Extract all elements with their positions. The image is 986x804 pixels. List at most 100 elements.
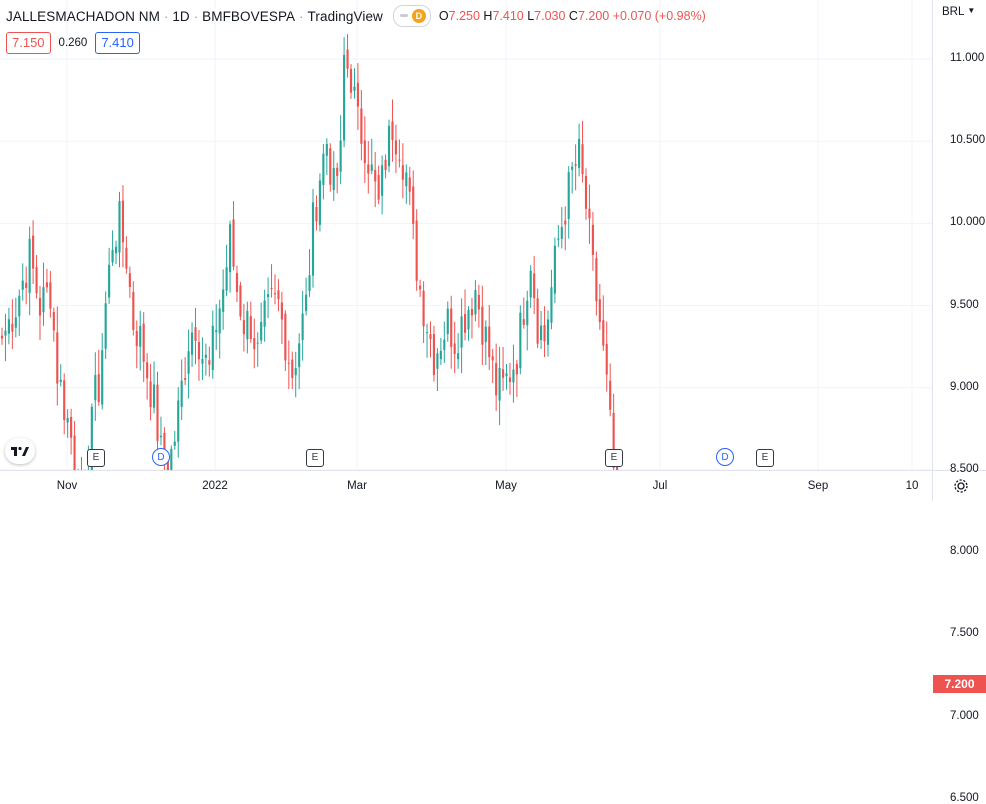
delayed-data-icon: D: [411, 9, 426, 23]
y-tick-label: 7.500: [950, 627, 979, 640]
currency-selector[interactable]: BRL ▼: [942, 6, 975, 18]
candle: [481, 306, 484, 345]
market-status-badge[interactable]: D: [392, 5, 431, 27]
high-value: 7.410: [492, 9, 524, 23]
candle: [14, 317, 17, 328]
grip-icon: [399, 14, 408, 17]
candle: [384, 159, 387, 171]
y-tick-label: 8.000: [950, 545, 979, 558]
earnings-marker[interactable]: E: [306, 449, 324, 467]
candle: [526, 300, 529, 326]
chevron-down-icon: ▼: [967, 6, 976, 15]
earnings-marker[interactable]: E: [605, 449, 623, 467]
dividend-marker[interactable]: D: [152, 448, 170, 466]
candlestick-chart[interactable]: [0, 0, 932, 470]
symbol-name[interactable]: JALLESMACHADON NM: [6, 8, 160, 24]
candle: [56, 332, 59, 384]
candle: [322, 153, 325, 185]
candle: [546, 319, 550, 345]
settings-corner[interactable]: [932, 470, 986, 501]
quote-row: 7.150 0.260 7.410: [6, 32, 140, 54]
candle: [173, 441, 176, 446]
legend-separator: ·: [299, 8, 304, 24]
candle: [457, 353, 460, 360]
earnings-marker[interactable]: E: [756, 449, 774, 467]
candle: [515, 363, 518, 375]
time-axis[interactable]: [0, 470, 932, 501]
candle: [419, 285, 422, 290]
candle: [429, 334, 432, 340]
candle: [616, 464, 619, 470]
candle: [609, 380, 612, 410]
candle: [488, 326, 491, 358]
candle: [467, 310, 470, 330]
dividend-marker[interactable]: D: [716, 448, 734, 466]
candle: [398, 159, 401, 161]
candle: [94, 375, 97, 401]
y-tick-label: 10.000: [950, 216, 986, 229]
candle: [356, 82, 359, 107]
candle: [66, 417, 69, 423]
x-tick-label: 10: [905, 480, 919, 492]
candle: [370, 164, 373, 171]
candle: [536, 298, 539, 344]
candle: [367, 164, 370, 174]
buy-price-button[interactable]: 7.410: [95, 32, 140, 54]
candle: [346, 49, 349, 69]
candle: [394, 140, 398, 155]
candle: [280, 302, 283, 320]
price-axis[interactable]: [932, 0, 986, 470]
candle: [132, 292, 135, 330]
x-tick-label: 2022: [202, 480, 228, 492]
candle: [204, 354, 207, 358]
tradingview-logo[interactable]: [5, 438, 35, 464]
y-tick-label: 7.000: [950, 709, 979, 722]
candle: [125, 247, 128, 269]
candle: [301, 313, 304, 341]
candle: [588, 208, 591, 219]
candle: [363, 140, 366, 164]
candle: [567, 172, 570, 219]
candle: [246, 310, 249, 340]
candle: [543, 325, 546, 342]
candle: [498, 367, 501, 401]
candle: [121, 200, 125, 243]
high-label: H: [483, 9, 493, 23]
candle: [21, 280, 24, 290]
candle: [443, 339, 446, 350]
candle: [463, 314, 467, 333]
tradingview-logo-icon: [11, 446, 29, 456]
candle: [235, 273, 239, 292]
candle: [360, 108, 363, 144]
candle: [460, 316, 463, 348]
candle: [412, 186, 415, 225]
y-tick-label: 11.000: [950, 52, 985, 64]
candle: [146, 362, 149, 379]
candle: [470, 308, 474, 316]
candle: [508, 377, 512, 383]
candle: [512, 369, 515, 383]
candle: [194, 327, 197, 341]
candle: [118, 201, 121, 253]
earnings-marker[interactable]: E: [87, 449, 105, 467]
candle: [38, 297, 42, 316]
candle: [28, 238, 31, 293]
candle: [308, 275, 311, 291]
candle: [104, 303, 107, 349]
candle: [42, 287, 45, 313]
candle: [35, 267, 38, 294]
candle: [11, 323, 14, 332]
candle: [591, 224, 594, 255]
candle: [184, 378, 187, 380]
candle: [32, 235, 35, 269]
candle: [311, 202, 315, 276]
candle: [574, 164, 577, 166]
interval-label[interactable]: 1D: [172, 8, 190, 24]
chart-plot-area[interactable]: [0, 0, 932, 470]
candle: [381, 165, 384, 196]
candle: [519, 312, 522, 369]
gear-icon[interactable]: [953, 478, 969, 494]
candle: [446, 308, 449, 335]
sell-price-button[interactable]: 7.150: [6, 32, 51, 54]
candle: [197, 342, 201, 360]
